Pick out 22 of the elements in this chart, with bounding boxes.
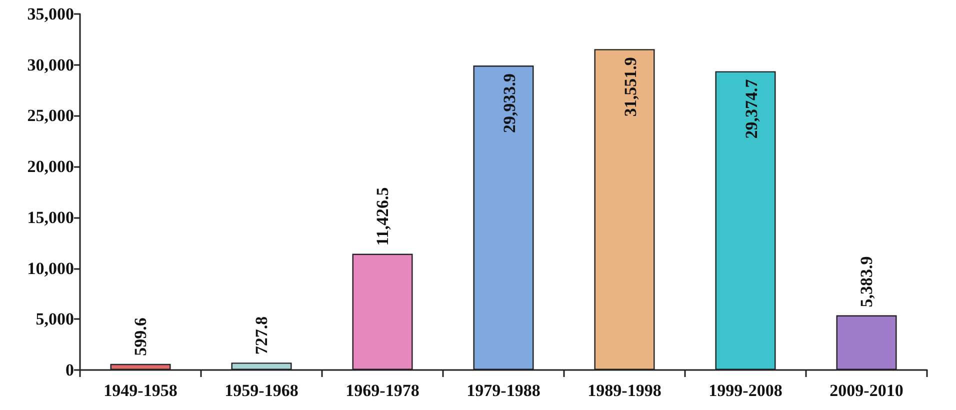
data-label: 29,374.7 — [742, 78, 761, 139]
data-label: 11,426.5 — [373, 187, 392, 246]
x-tick-label: 1959-1968 — [224, 381, 298, 400]
x-tick-label: 1949-1958 — [104, 381, 178, 400]
y-tick-label: 15,000 — [27, 208, 74, 227]
y-tick-label: 5,000 — [36, 310, 74, 329]
y-tick-label: 30,000 — [27, 55, 74, 74]
data-label: 599.6 — [131, 318, 150, 356]
data-label: 31,551.9 — [621, 57, 640, 117]
x-tick-label: 1999-2008 — [708, 381, 782, 400]
y-tick-label: 0 — [66, 360, 74, 380]
x-tick-label: 1989-1998 — [588, 381, 662, 400]
x-tick-label: 2009-2010 — [830, 381, 904, 400]
y-tick-label: 20,000 — [27, 157, 74, 176]
data-label: 29,933.9 — [500, 74, 519, 134]
x-tick-label: 1969-1978 — [346, 381, 420, 400]
x-tick-label: 1979-1988 — [466, 381, 540, 400]
data-label: 727.8 — [252, 316, 271, 355]
data-label: 5,383.9 — [857, 256, 876, 308]
y-tick-label: 10,000 — [27, 258, 74, 278]
y-tick-label: 25,000 — [27, 106, 74, 126]
y-tick-label: 35,000 — [27, 4, 74, 24]
